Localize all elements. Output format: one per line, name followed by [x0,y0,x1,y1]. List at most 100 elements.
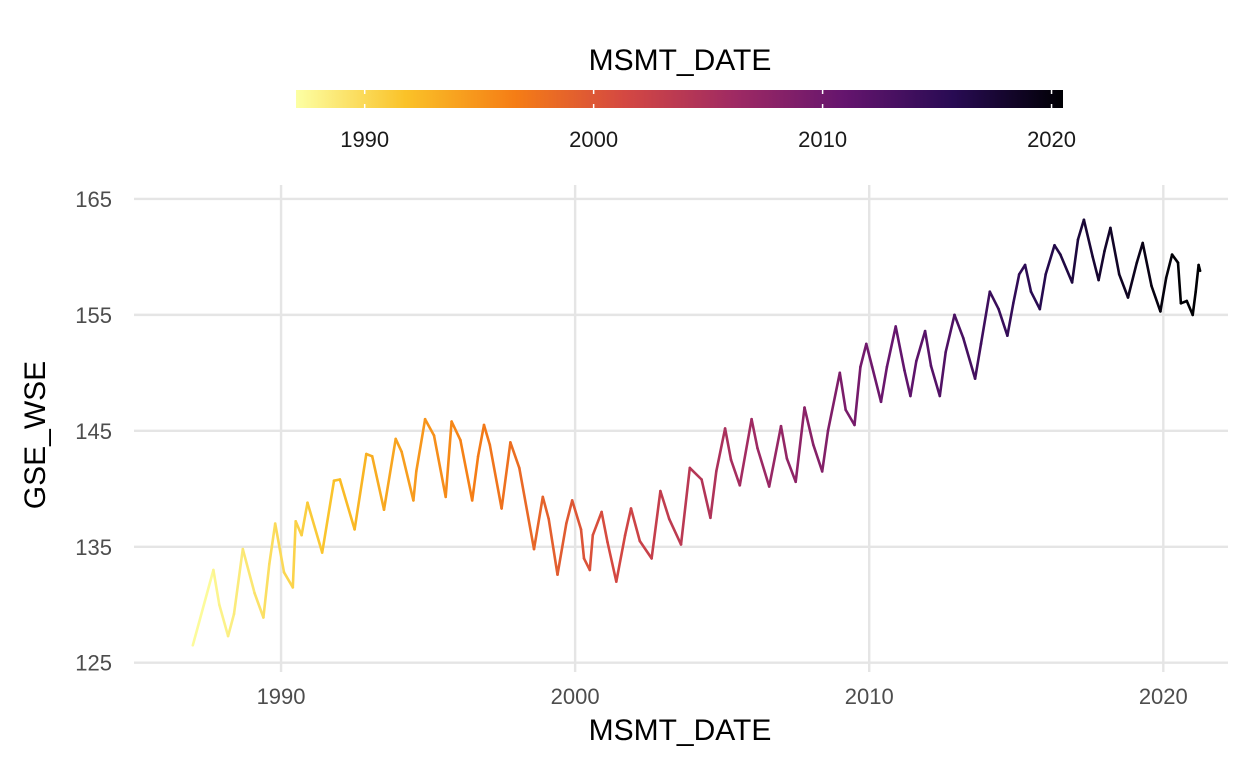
series-segment [320,479,336,554]
series-segment [1117,272,1130,299]
series-segment [629,507,642,543]
colorbar-tick-label: 2020 [1027,127,1076,152]
series-segment [1091,255,1100,282]
series-segment [1082,218,1094,259]
series-segment [767,424,783,488]
series-segment [212,568,221,607]
x-axis-title: MSMT_DATE [589,714,772,747]
series-segment [509,441,521,470]
series-segment [679,466,692,546]
series-segment [532,495,545,551]
series-segment [903,369,912,398]
series-segment [1044,244,1056,276]
series-segment [1170,253,1180,265]
series-segment [500,441,512,510]
series-segment [488,443,503,510]
series-segment [338,478,356,531]
series-segment [414,417,427,473]
series-line [191,218,1202,647]
series-segment [738,417,753,487]
series-segment [723,427,733,462]
series-segment [1038,272,1047,311]
series-segment [894,325,906,372]
series-segment [476,423,486,458]
series-segment [191,568,215,647]
series-segment [400,450,415,502]
series-segment [688,466,703,481]
series-segment [482,423,492,447]
series-segment [853,365,862,427]
series-segment [606,540,618,583]
series-segment [1023,263,1033,294]
series-segment [300,501,309,537]
series-segment [811,443,824,473]
series-segment [1109,226,1121,276]
series-segment [779,424,789,460]
series-segment [382,437,398,512]
series-segment [879,365,889,404]
series-segment [470,454,480,502]
series-segment [1176,261,1183,305]
series-segment [306,501,324,554]
series-segment [785,457,798,484]
series-segment [273,522,286,574]
series-segment [1159,276,1168,313]
series-segment [432,434,448,499]
series-segment [412,470,418,502]
series-segment [638,539,653,560]
series-segment [444,420,453,499]
y-tick-label: 155 [75,303,112,328]
series-segment [226,612,236,638]
series-segment [729,458,742,487]
series-segment [1191,290,1197,317]
series-segment [997,307,1009,338]
series-segment [1097,249,1106,282]
y-tick-label: 125 [75,651,112,676]
series-segment [914,329,927,363]
series-segment [750,417,759,450]
series-segment [1059,253,1074,284]
series-segment [820,429,830,473]
series-segment [844,408,856,427]
series-segment [870,365,883,404]
legend-title: MSMT_DATE [589,44,772,77]
series-segment [1197,263,1202,273]
series-segment [659,489,671,521]
x-tick-label: 1990 [257,684,306,709]
series-segment [614,533,627,583]
series-segment [1029,290,1042,311]
colorbar-tick-label: 1990 [340,127,389,152]
series-segment [1135,241,1144,265]
series-segment [1006,301,1015,338]
x-tick-label: 2020 [1139,684,1188,709]
series-segment [1150,284,1162,313]
y-axis-ticks: 125 135 145 155 165 [75,187,112,676]
series-segment [570,499,583,531]
colorbar [296,90,1063,108]
grid-lines [134,185,1228,672]
series-segment [450,420,462,442]
series-segment [1194,263,1200,294]
plot-area: 125 135 145 155 165 1990 2000 2010 2020 [75,185,1228,709]
series-segment [556,522,568,576]
x-tick-label: 2010 [845,684,894,709]
series-segment [1011,272,1021,305]
y-axis-title: GSE_WSE [19,361,52,509]
series-segment [756,446,771,488]
series-segment [961,336,977,380]
series-segment [1126,261,1139,299]
series-segment [541,495,551,521]
series-segment [459,438,474,502]
series-segment [885,325,898,369]
series-segment [864,342,874,369]
series-segment [1141,241,1153,288]
series-segment [1053,244,1062,256]
series-segment [938,350,948,398]
colorbar-tick-label: 2010 [798,127,847,152]
series-segment [253,591,265,619]
series-segment [944,313,956,354]
series-segment [579,528,586,560]
series-segment [232,547,245,616]
series-segment [218,603,230,638]
series-segment [953,313,965,340]
